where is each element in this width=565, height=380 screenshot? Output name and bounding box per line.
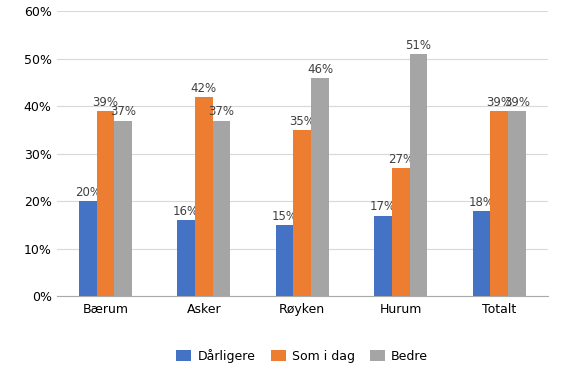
Text: 15%: 15% (272, 210, 298, 223)
Legend: Dårligere, Som i dag, Bedre: Dårligere, Som i dag, Bedre (173, 345, 432, 367)
Text: 17%: 17% (370, 200, 396, 213)
Text: 42%: 42% (191, 82, 217, 95)
Text: 37%: 37% (110, 105, 136, 118)
Text: 35%: 35% (289, 115, 315, 128)
Bar (79, 201, 97, 296)
Bar (114, 121, 132, 296)
Text: 46%: 46% (307, 63, 333, 76)
Bar (293, 130, 311, 296)
Text: 39%: 39% (93, 96, 119, 109)
Text: 39%: 39% (504, 96, 530, 109)
Text: 51%: 51% (406, 39, 432, 52)
Bar (410, 54, 427, 296)
Text: 27%: 27% (388, 153, 414, 166)
Text: 39%: 39% (486, 96, 512, 109)
Bar (276, 225, 293, 296)
Bar (97, 111, 114, 296)
Bar (490, 111, 508, 296)
Bar (508, 111, 525, 296)
Bar (392, 168, 410, 296)
Bar (374, 216, 392, 296)
Bar (212, 121, 231, 296)
Text: 37%: 37% (208, 105, 234, 118)
Bar (472, 211, 490, 296)
Text: 18%: 18% (468, 196, 494, 209)
Text: 20%: 20% (75, 186, 101, 199)
Text: 16%: 16% (173, 205, 199, 218)
Bar (311, 78, 329, 296)
Bar (195, 97, 212, 296)
Bar (177, 220, 195, 296)
